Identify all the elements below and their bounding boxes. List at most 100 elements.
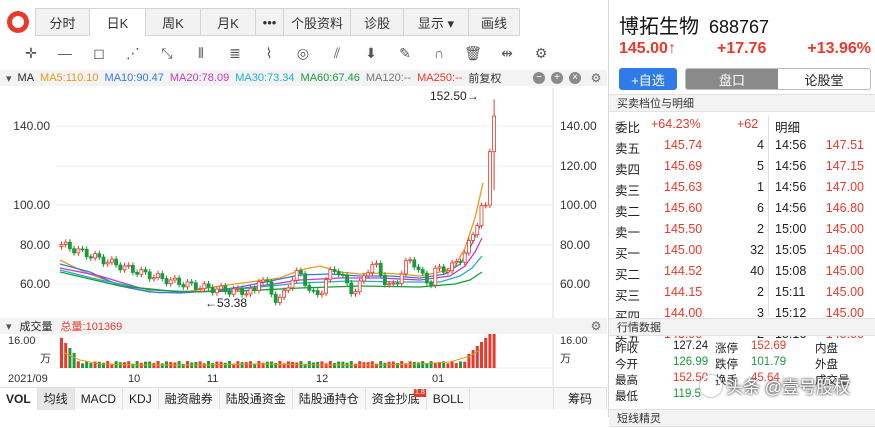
candle (294, 270, 299, 281)
market-k1: 最低 (615, 391, 638, 403)
indicator-tabs: VOL 均线 MACD KDJ 融资融券 陆股通资金 陆股通持仓 资金抄底 1.8… (0, 387, 607, 410)
tab-pankou[interactable]: 盘口 (686, 69, 778, 89)
parallel-tool-icon[interactable]: ⦀ (197, 44, 205, 61)
volume-bar (417, 362, 420, 368)
add-watchlist-button[interactable]: +自选 (619, 68, 677, 90)
level-volume: 5 (757, 159, 764, 173)
tab-chips[interactable]: 筹码 (552, 387, 607, 410)
display-dropdown[interactable]: 显示 ▾ (403, 8, 469, 36)
channel-tool-icon[interactable]: ⤡ (161, 44, 173, 61)
more-tabs-button[interactable]: ••• (255, 8, 284, 36)
kline-chart[interactable]: 140.00 100.00 80.00 60.00 140.00 120.00 … (0, 88, 607, 318)
candle (198, 288, 203, 291)
tab-vol[interactable]: VOL (0, 387, 38, 410)
tick-price: 146.80 (825, 201, 864, 215)
trash-icon[interactable]: 🗑 (464, 44, 482, 61)
tab-weekly-k[interactable]: 周K (145, 8, 201, 36)
candle (227, 291, 232, 295)
volume-bar (97, 361, 101, 368)
tab-boll[interactable]: BOLL (427, 387, 471, 410)
crosshair-icon[interactable]: ✛ (25, 44, 37, 61)
collapse-vol-icon[interactable]: ▾ (6, 320, 12, 333)
app-logo (0, 8, 36, 36)
vol-ma-line (61, 349, 481, 366)
candle (252, 287, 257, 291)
watermark: 头条 @壹号股权 (700, 373, 850, 398)
candle (269, 281, 274, 295)
text-tool-icon[interactable]: ≣ (229, 44, 241, 61)
restore-mode[interactable]: 前复权 (468, 73, 502, 85)
volume-bar (223, 362, 227, 368)
candle (164, 278, 169, 285)
tab-diagnosis[interactable]: 诊股 (350, 8, 404, 36)
fan-tool-icon[interactable]: ⋰ (126, 44, 140, 61)
collapse-icon[interactable]: ▾ (6, 72, 12, 85)
chart-settings-icon[interactable]: ⚙ (590, 71, 602, 85)
tab-hk-flow[interactable]: 陆股通资金 (220, 387, 293, 410)
volume-settings-icon[interactable]: ⚙ (590, 319, 602, 333)
tab-intraday[interactable]: 分时 (35, 8, 90, 36)
minus-icon[interactable]: − (533, 72, 545, 84)
level-label: 卖二 (615, 205, 641, 219)
line-tool-icon[interactable]: — (58, 45, 72, 61)
volume-bar (354, 363, 357, 368)
candle (130, 264, 135, 273)
vol-unit: 万 (40, 353, 51, 365)
tick-price: 147.00 (825, 180, 864, 194)
tab-monthly-k[interactable]: 月K (200, 8, 256, 36)
candle (135, 272, 140, 275)
market-v1: 119.5 (673, 388, 701, 400)
tab-kdj[interactable]: KDJ (123, 387, 159, 410)
tick-time: 14:56 (775, 159, 807, 173)
market-v2: 45.64 (751, 372, 780, 384)
arrow-down-tool-icon[interactable]: ⬇ (365, 44, 377, 61)
tab-macd[interactable]: MACD (75, 387, 124, 410)
volume-chart[interactable]: 16.00 万 16.00 万 2021/09 10 11 12 01 (0, 334, 607, 386)
close-icon[interactable]: × (569, 72, 581, 84)
volume-bar (488, 334, 492, 368)
market-data-title: 行情数据 (609, 318, 875, 336)
wave-tool-icon[interactable]: ⌇ (265, 44, 273, 61)
ask-row-5: 卖一 145.50 2 15:00 145.00 (609, 221, 875, 240)
candle (256, 281, 261, 291)
eraser-icon[interactable]: ✎ (399, 44, 411, 61)
candle (454, 261, 459, 264)
candle (114, 258, 118, 266)
tab-hk-holding[interactable]: 陆股通持仓 (293, 387, 366, 410)
tick-time: 14:56 (775, 201, 807, 215)
tab-drawing[interactable]: 画线 (468, 8, 520, 36)
volume-bar (463, 361, 467, 368)
candle (487, 151, 492, 206)
level-volume: 6 (757, 201, 764, 215)
volume-bar (459, 361, 462, 368)
candle (307, 285, 312, 291)
volume-bar (261, 362, 265, 368)
plus-icon[interactable]: + (551, 72, 563, 84)
rect-tool-icon[interactable]: ◻ (93, 44, 105, 61)
market-k1: 最高 (615, 375, 638, 387)
candle (303, 273, 308, 286)
tick-time: 15:05 (775, 243, 807, 257)
y-tick-right-60: 60.00 (560, 277, 590, 291)
candle (349, 282, 354, 295)
tab-stock-profile[interactable]: 个股资料 (283, 8, 351, 36)
tab-bottom-fishing[interactable]: 资金抄底 1.8 (366, 387, 427, 410)
settings-icon[interactable]: ⚙ (534, 44, 548, 61)
magnet-icon[interactable]: ∩ (433, 45, 445, 61)
tab-margin[interactable]: 融资融券 (159, 387, 220, 410)
tab-ma[interactable]: 均线 (37, 387, 75, 410)
volume-bar (295, 362, 299, 368)
fib-tool-icon[interactable]: ⫽ (333, 44, 341, 61)
ma60-line (59, 271, 483, 293)
tab-forum[interactable]: 论股堂 (804, 72, 844, 88)
cycle-tool-icon[interactable]: ◎ (296, 44, 310, 61)
watermark-text: 头条 @壹号股权 (726, 378, 850, 397)
level-label: 买二 (615, 268, 641, 282)
tick-price: 147.51 (825, 138, 864, 152)
ma-label: MA (17, 72, 35, 84)
candle (450, 262, 455, 272)
move-icon[interactable]: ⇹ (501, 44, 513, 61)
tab-daily-k[interactable]: 日K (89, 8, 146, 36)
y-tick-left-60: 60.00 (20, 277, 50, 291)
candle (374, 262, 379, 266)
